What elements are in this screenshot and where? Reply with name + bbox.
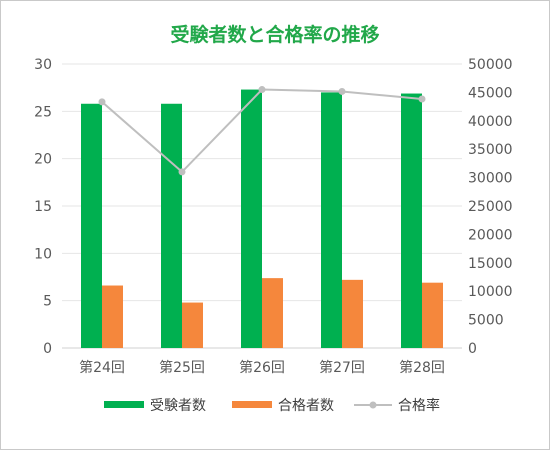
passers-bar — [102, 285, 123, 348]
rate-line — [98, 86, 426, 176]
legend-passers-label: 合格者数 — [278, 398, 334, 414]
right-tick-label: 25000 — [468, 199, 513, 215]
rate-point — [178, 168, 186, 176]
left-tick-label: 15 — [34, 199, 52, 215]
rate-point — [258, 86, 266, 94]
legend-passers-swatch — [232, 401, 272, 408]
applicants-bar — [161, 103, 182, 348]
legend-rate-marker — [369, 401, 377, 409]
applicants-bar — [81, 103, 102, 348]
category-label: 第27回 — [319, 359, 365, 376]
right-tick-label: 0 — [468, 341, 477, 357]
applicants-bar — [401, 93, 422, 348]
right-axis: 0 5000 10000 15000 20000 25000 30000 35000 40000… — [468, 57, 513, 357]
right-tick-label: 15000 — [468, 256, 513, 272]
right-tick-label: 5000 — [468, 313, 504, 329]
right-tick-label: 35000 — [468, 142, 513, 158]
left-axis: 0 5 10 15 20 25 30 — [34, 57, 52, 357]
left-tick-label: 25 — [34, 104, 52, 120]
category-labels: 第24回 第25回 第26回 第27回 第28回 — [79, 359, 445, 376]
legend: 受験者数 合格者数 合格率 — [104, 397, 440, 414]
rate-point — [338, 87, 346, 95]
legend-applicants-label: 受験者数 — [150, 398, 206, 414]
category-label: 第25回 — [159, 359, 205, 376]
right-tick-label: 10000 — [468, 284, 513, 300]
applicants-bar — [241, 89, 262, 348]
left-tick-label: 0 — [43, 341, 52, 357]
right-tick-label: 30000 — [468, 171, 513, 187]
right-tick-label: 40000 — [468, 114, 513, 130]
passers-bar — [342, 279, 363, 348]
left-tick-label: 10 — [34, 246, 52, 262]
category-label: 第24回 — [79, 359, 125, 376]
legend-applicants-swatch — [104, 401, 144, 408]
chart-title: 受験者数と合格率の推移 — [170, 23, 379, 46]
bars — [81, 89, 443, 349]
right-tick-label: 20000 — [468, 227, 513, 243]
category-label: 第26回 — [239, 359, 285, 376]
left-tick-label: 30 — [34, 57, 52, 73]
right-tick-label: 50000 — [468, 57, 513, 73]
passers-bar — [262, 278, 283, 348]
left-tick-label: 5 — [43, 294, 52, 310]
left-tick-label: 20 — [34, 152, 52, 168]
category-label: 第28回 — [399, 359, 445, 376]
rate-point — [418, 95, 426, 103]
passers-bar — [422, 282, 443, 348]
legend-rate-label: 合格率 — [398, 397, 440, 414]
passers-bar — [182, 302, 203, 348]
applicants-bar — [321, 92, 342, 349]
rate-point — [98, 98, 106, 106]
right-tick-label: 45000 — [468, 85, 513, 101]
